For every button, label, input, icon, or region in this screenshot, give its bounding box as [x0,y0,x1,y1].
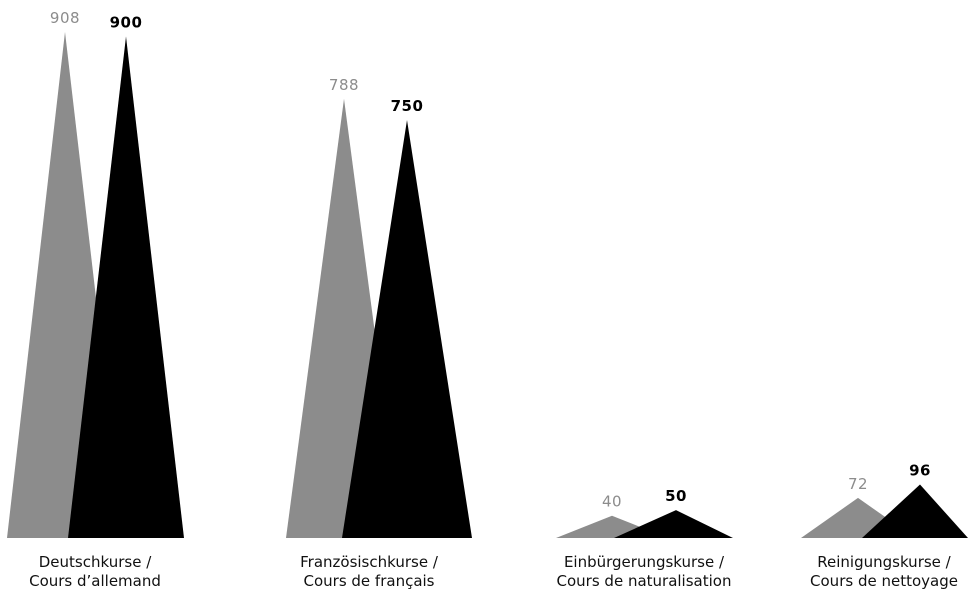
value-label-series1-cat1: 750 [391,97,424,115]
value-label-series0-cat3: 72 [848,475,868,493]
category-group-2: 40 50 Einbürgerungskurse /Cours de natural… [556,487,733,590]
triangle-mark-series1-cat0 [68,36,184,538]
category-label-line2-1: Cours de français [304,572,435,590]
category-label-line1-3: Reinigungskurse / [817,553,951,571]
value-label-series0-cat1: 788 [329,76,359,94]
category-label-line2-2: Cours de naturalisation [557,572,732,590]
value-label-series0-cat0: 908 [50,9,80,27]
value-label-series0-cat2: 40 [602,493,622,511]
category-group-1: 788 750 Französischkurse /Cours de françai… [286,76,472,590]
category-label-line1-0: Deutschkurse / [39,553,152,571]
category-label-line1-1: Französischkurse / [300,553,439,571]
value-label-series1-cat0: 900 [110,13,143,31]
category-label-line2-3: Cours de nettoyage [810,572,958,590]
triangle-mark-series1-cat2 [614,510,733,538]
value-label-series1-cat3: 96 [909,462,931,480]
triangle-mark-series1-cat3 [862,484,968,538]
category-label-line2-0: Cours d’allemand [29,572,161,590]
triangle-mark-series1-cat1 [342,120,472,538]
category-group-3: 72 96 Reinigungskurse /Cours de nettoyage [801,462,968,590]
category-label-line1-2: Einbürgerungskurse / [564,553,725,571]
value-label-series1-cat2: 50 [665,487,687,505]
category-group-0: 908 900 Deutschkurse /Cours d’allemand [7,9,184,590]
